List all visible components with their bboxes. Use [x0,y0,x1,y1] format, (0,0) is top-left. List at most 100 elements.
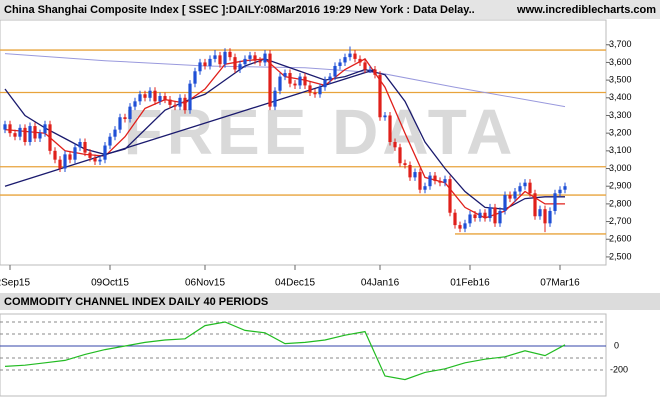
candle-body [13,133,17,137]
candle-body [413,172,417,178]
candle-body [128,106,132,120]
candle-body [158,96,162,102]
candle-body [403,163,407,165]
candle-body [428,175,432,187]
candle-body [438,180,442,183]
candle-body [543,209,547,224]
candle-body [268,53,272,107]
y-tick-label: 3,000 [609,163,632,173]
candle-body [318,87,322,95]
candle-body [28,126,32,142]
candle-body [283,73,287,77]
candle-body [343,57,347,63]
candle-body [118,117,122,130]
candle-body [78,142,82,148]
candle-body [473,214,477,219]
candle-body [123,117,127,120]
candle-body [258,60,262,63]
candle-body [8,124,12,134]
candle-body [143,94,147,98]
candle-body [293,83,297,86]
candle-body [248,55,252,59]
candle-body [328,76,332,81]
candle-body [203,62,207,66]
candle-body [263,53,267,63]
candle-body [193,71,197,84]
candle-body [233,57,237,70]
candle-body [313,92,317,95]
candle-body [503,195,507,211]
y-tick-label: 2,900 [609,181,632,191]
candle-body [548,210,552,224]
candle-body [18,127,22,137]
candle-body [538,209,542,217]
candle-body [253,55,257,61]
candle-body [273,90,277,107]
moving-average [4,58,565,210]
candle-body [108,136,112,146]
candle-body [323,80,327,88]
source: www.incrediblecharts.com [516,4,656,16]
candle-body [33,126,37,139]
candle-body [553,193,557,211]
candle-body [378,74,382,118]
candle-body [113,129,117,137]
candle-body [563,186,567,190]
candle-body [353,53,357,59]
candle-body [218,55,222,65]
candle-body [383,115,387,118]
candle-body [53,150,57,160]
candle-body [23,127,27,142]
candle-body [498,210,502,224]
y-tick-label: -200 [610,364,628,374]
candle-body [188,83,192,111]
y-tick-label: 3,300 [609,110,632,120]
candle-body [213,55,217,59]
candle-body [463,223,467,229]
x-tick-label: 09Oct15 [91,278,129,289]
y-tick-label: 3,100 [609,145,632,155]
candle-body [83,142,87,153]
candle-body [398,147,402,164]
candle-body [533,193,537,217]
header-bar [0,0,660,19]
candle-body [488,207,492,219]
candle-body [483,212,487,219]
candle-body [373,69,377,75]
x-tick-label: 02Sep15 [0,278,30,289]
candle-body [228,51,232,58]
candle-body [388,115,392,142]
candle-body [513,191,517,199]
candle-body [138,94,142,102]
x-tick-label: 04Jan16 [361,278,400,289]
candle-body [168,99,172,105]
candle-body [208,58,212,66]
candle-body [63,154,67,169]
x-tick-label: 04Dec15 [275,278,315,289]
candle-body [153,90,157,102]
candle-body [468,214,472,224]
candle-body [493,207,497,224]
candle-body [478,212,482,219]
candle-body [88,152,92,158]
candle-body [288,73,292,84]
x-tick-label: 07Mar16 [540,278,580,289]
candle-body [303,76,307,86]
candle-body [93,157,97,162]
candle-body [148,90,152,98]
candle-body [308,85,312,93]
candle-body [278,76,282,91]
candle-body [393,142,397,148]
candle-body [418,172,422,190]
y-tick-label: 3,400 [609,92,632,102]
candle-body [48,124,52,151]
candle-body [448,179,452,213]
y-tick-label: 3,500 [609,74,632,84]
indicator-pane [0,313,607,397]
candle-body [453,212,457,226]
candle-body [433,175,437,181]
candle-body [73,147,77,160]
candle-body [183,97,187,111]
